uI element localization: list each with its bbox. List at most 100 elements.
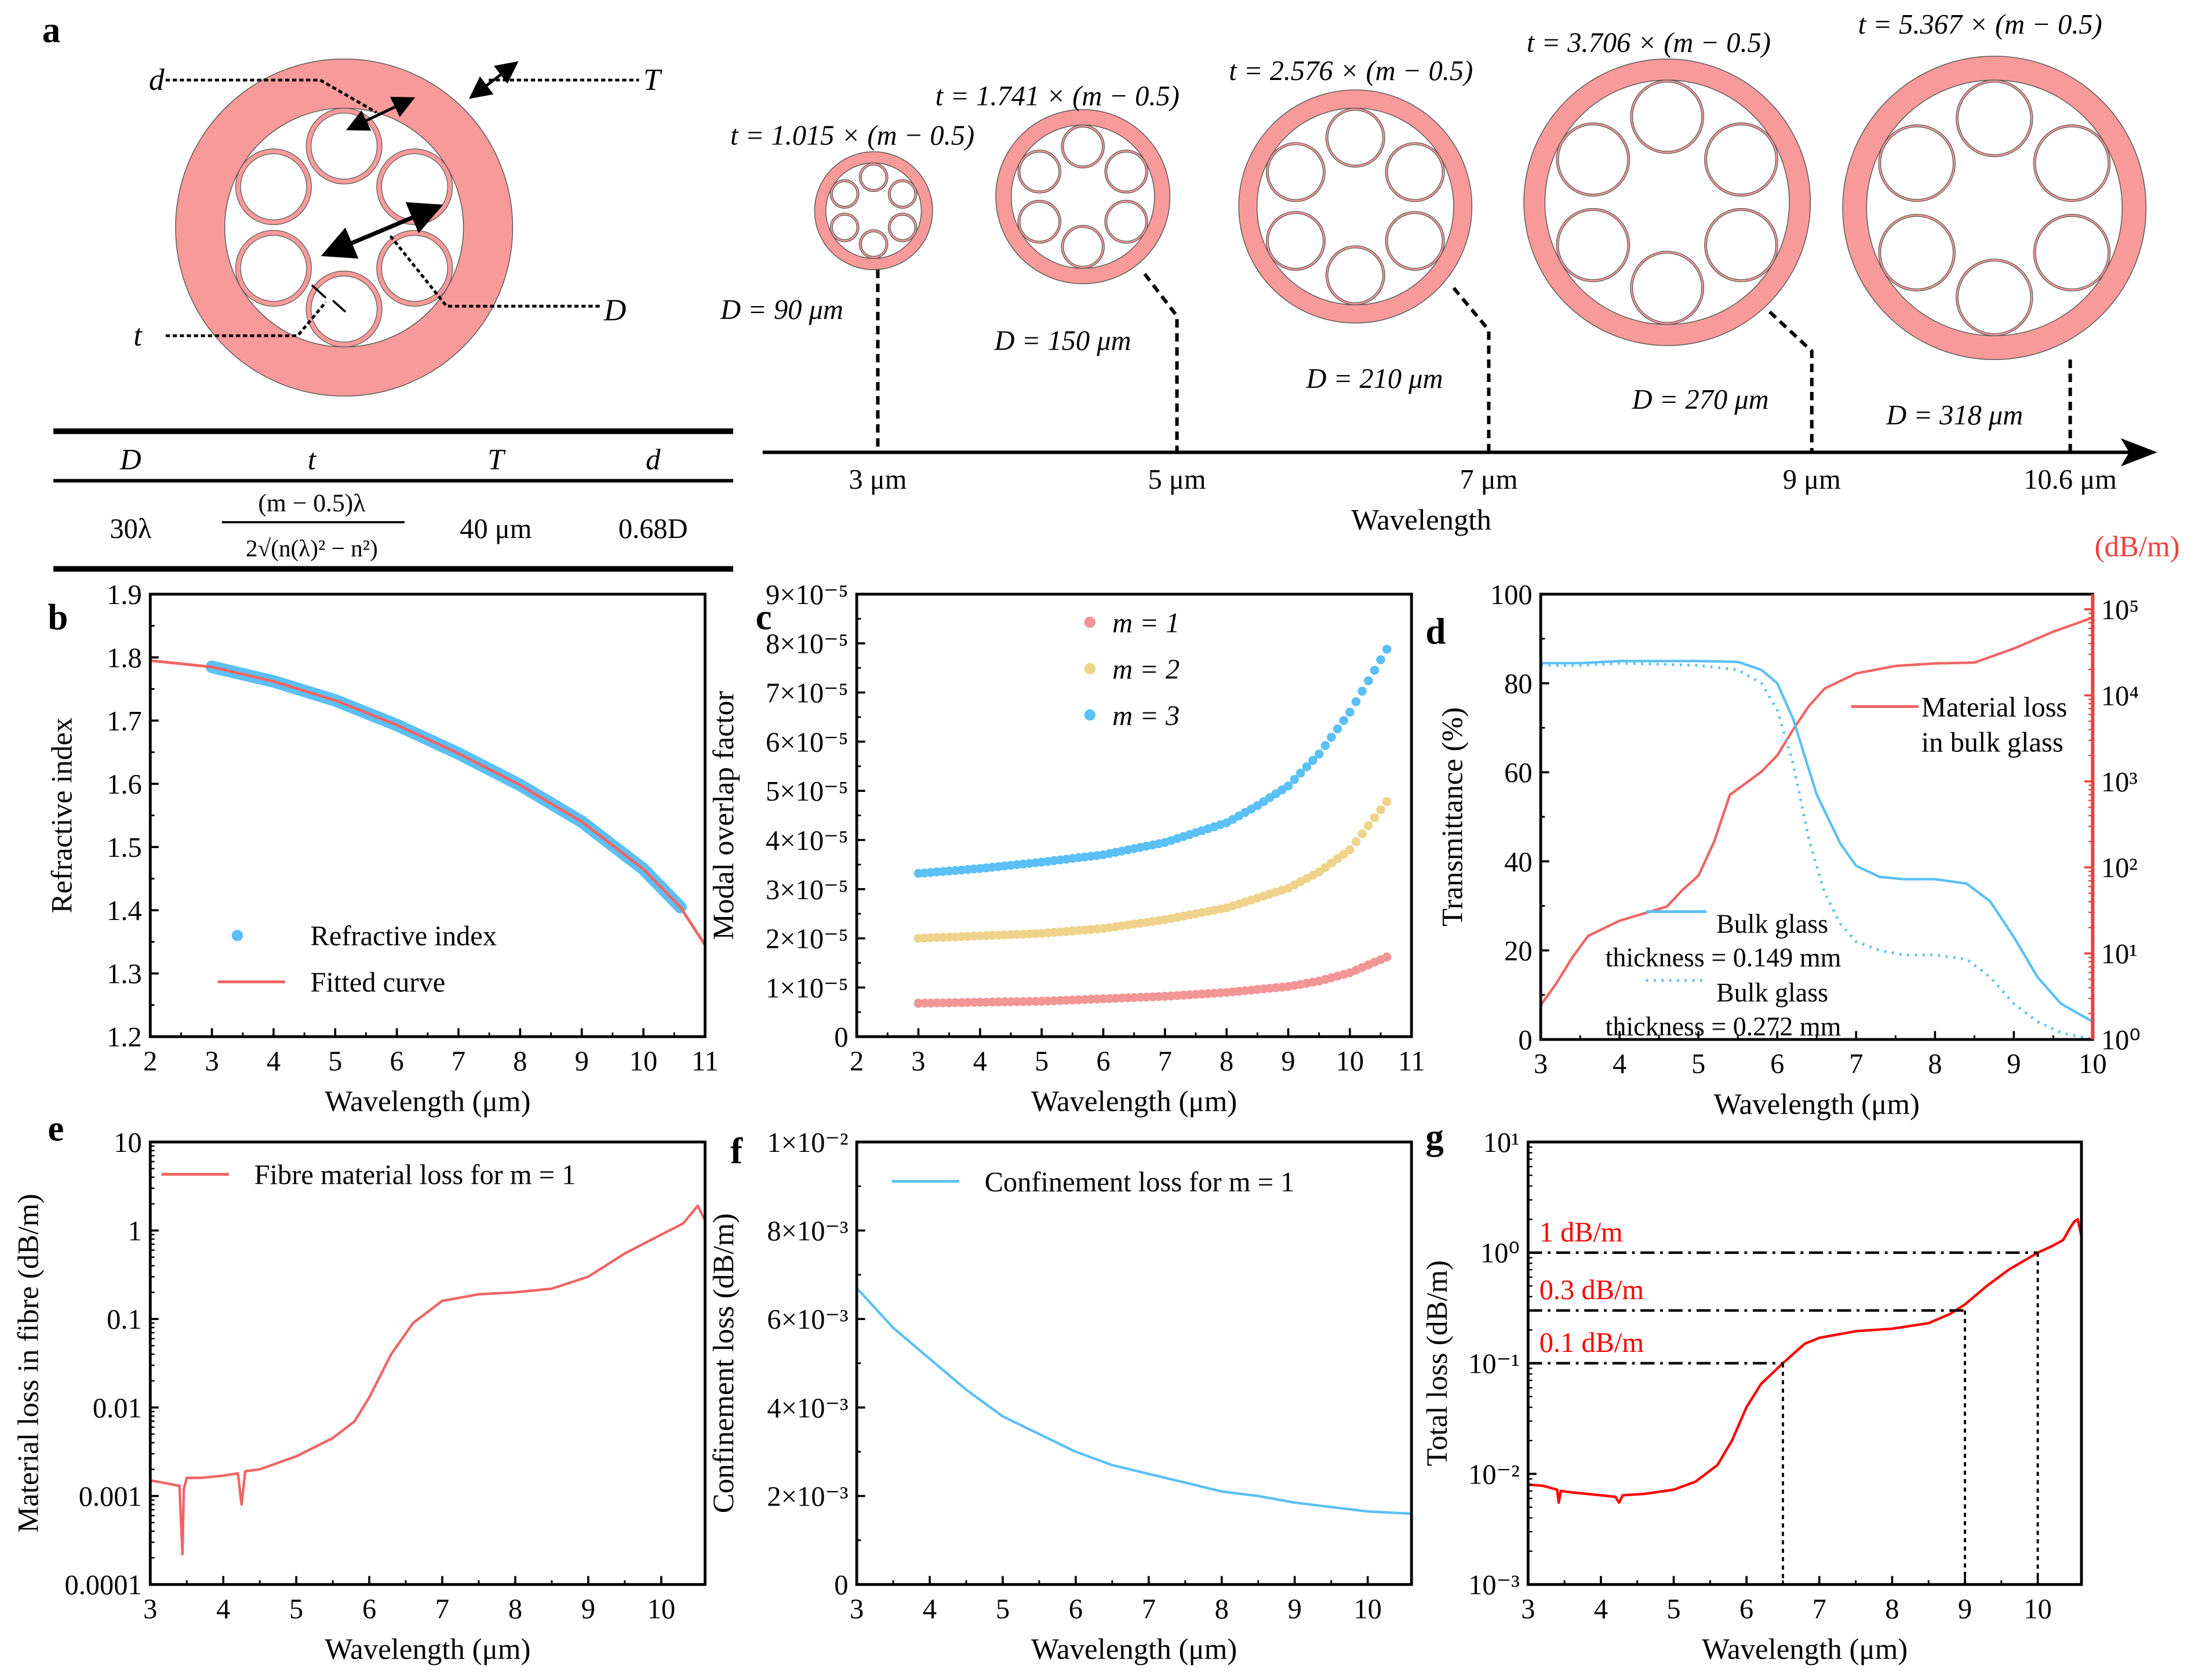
y-tick-label: 1.6 (107, 769, 142, 800)
capillary-hole (1632, 82, 1702, 152)
y-tick-label: 80 (1504, 669, 1532, 700)
capillary-hole (1268, 144, 1324, 200)
data-point (1382, 797, 1392, 806)
y-axis-label: Material loss in fibre (dB/m) (12, 1194, 45, 1533)
x-axis-label: Wavelength (μm) (1031, 1634, 1237, 1666)
x-tick-label: 8 (513, 1046, 527, 1077)
plot-frame (855, 1140, 1413, 1586)
wavelength-tick-label: 7 μm (1460, 464, 1517, 495)
y-tick-label: 9×10⁻⁵ (766, 580, 848, 610)
legend-label: Bulk glass (1716, 978, 1828, 1008)
leader-line-D (389, 235, 602, 308)
chart-panel-d: d3 4 5 6 7 8 9 1002040608010010⁰10¹10²10³10⁴10⁵… (1425, 531, 2179, 1121)
legend-label: Confinement loss for m = 1 (985, 1167, 1295, 1198)
series-line (856, 1287, 1412, 1515)
y-tick-label: 20 (1504, 936, 1532, 966)
chart-panel-g: g 3 4 5 6 7 8 9 10 10⁻³ 10⁻² 10⁻¹ 10⁰ 10¹ Wavelength (… (1421, 1117, 2083, 1666)
threshold-annotation: 0.1 dB/m (1528, 1328, 1784, 1585)
capillary-hole (1063, 227, 1103, 267)
plot-frame (855, 592, 1413, 1038)
table-cell-D: 30λ (110, 514, 151, 544)
x-tick-label: 9 (1958, 1594, 1972, 1624)
thickness-formula: t = 1.741 × (m − 0.5) (936, 81, 1180, 112)
x-tick-label: 7 (1142, 1594, 1156, 1624)
y-right-tick-label: 10⁰ (2101, 1025, 2141, 1056)
x-tick-label: 3 (911, 1046, 925, 1077)
core-diameter-label: D = 150 μm (994, 325, 1131, 356)
table-cell-t-numerator: (m − 0.5)λ (258, 489, 365, 517)
y-tick-label: 3×10⁻⁵ (766, 875, 848, 906)
data-point (1351, 837, 1361, 846)
capillary-hole (1107, 202, 1147, 242)
capillary-hole (311, 112, 378, 180)
table-top-rule (53, 428, 733, 434)
data-point (1302, 762, 1312, 772)
table-cell-d: 0.68D (618, 514, 688, 544)
y-tick-label: 1.4 (107, 896, 142, 926)
data-point (1333, 724, 1342, 734)
x-tick-label: 3 (850, 1594, 864, 1624)
fibre-cross-section-diagram (165, 59, 639, 397)
panel-label-e: e (48, 1108, 64, 1149)
x-tick-label: 10 (647, 1594, 675, 1624)
thickness-formula: t = 5.367 × (m − 0.5) (1858, 9, 2102, 40)
y-tick-label: 1.5 (107, 832, 142, 863)
x-tick-label: 6 (362, 1594, 376, 1624)
jacket-thickness-arrow (468, 61, 519, 99)
y-tick-label: 100 (1490, 580, 1533, 610)
y-right-tick-label: 10² (2101, 853, 2138, 883)
capillary-hole (890, 214, 915, 240)
y-right-tick-label: 10³ (2101, 767, 2138, 798)
panel-label-a: a (42, 10, 61, 50)
x-tick-label: 8 (508, 1594, 522, 1624)
capillary-hole (1387, 144, 1443, 200)
x-tick-label: 3 (1534, 1049, 1548, 1079)
data-point (1290, 774, 1299, 784)
x-tick-label: 5 (996, 1594, 1010, 1624)
x-tick-label: 5 (1666, 1594, 1680, 1624)
capillary-hole (1706, 124, 1777, 195)
legend-label: in bulk glass (1921, 727, 2063, 758)
y-tick-label: 2×10⁻⁵ (766, 924, 848, 955)
threshold-annotation: 0.3 dB/m (1528, 1275, 1966, 1585)
x-tick-label: 5 (328, 1046, 342, 1077)
thickness-formula: t = 1.015 × (m − 0.5) (730, 121, 974, 151)
capillary-hole (832, 181, 857, 207)
series-line (150, 1204, 707, 1556)
x-tick-label: 11 (1398, 1046, 1425, 1077)
data-point (1345, 707, 1355, 717)
chart-panel-f: f 3 4 5 6 7 8 9 10 0 2×10⁻³ 4×10⁻³ 6×10⁻³ 8×10⁻³ 1×10⁻… (708, 1128, 1413, 1666)
y-tick-label: 2×10⁻³ (767, 1482, 848, 1512)
table-cell-T: 40 μm (460, 514, 532, 544)
legend-marker (1084, 709, 1096, 721)
leader-line-t (165, 301, 327, 337)
label-T: T (643, 63, 663, 97)
data-point (1363, 676, 1373, 685)
threshold-label: 1 dB/m (1539, 1217, 1623, 1248)
x-axis-label: Wavelength (μm) (325, 1634, 530, 1666)
panel-label-c: c (756, 597, 772, 638)
capillary-hole (1957, 82, 2031, 155)
y-tick-label: 0.001 (79, 1482, 142, 1512)
x-tick-label: 6 (1096, 1046, 1110, 1077)
data-point (1363, 821, 1373, 831)
y-tick-label: 40 (1504, 847, 1532, 878)
threshold-label: 0.1 dB/m (1539, 1328, 1644, 1358)
wavelength-tick-label: 10.6 μm (2023, 464, 2117, 495)
legend-label: Refractive index (311, 921, 497, 952)
x-tick-label: 5 (1035, 1046, 1049, 1077)
series-m-2 (913, 797, 1392, 943)
legend-label: m = 2 (1112, 654, 1180, 685)
data-point (1308, 755, 1317, 765)
capillary-hole (1327, 110, 1384, 166)
table-header-D: D (119, 443, 141, 476)
wavelength-axis-label: Wavelength (1351, 504, 1491, 537)
legend-label: Fibre material loss for m = 1 (254, 1160, 576, 1191)
panel-label-b: b (48, 597, 68, 638)
legend-marker (231, 930, 243, 941)
legend-label: Fitted curve (311, 968, 446, 998)
y-tick-label: 1.9 (107, 580, 142, 610)
x-axis-label: Wavelength (μm) (1031, 1086, 1237, 1118)
chart-panel-e: e 3 4 5 6 7 8 9 10 0.0001 0.001 0.01 0.1 1 10 Wavelengt… (12, 1108, 707, 1666)
y-tick-label: 8×10⁻³ (767, 1216, 848, 1247)
